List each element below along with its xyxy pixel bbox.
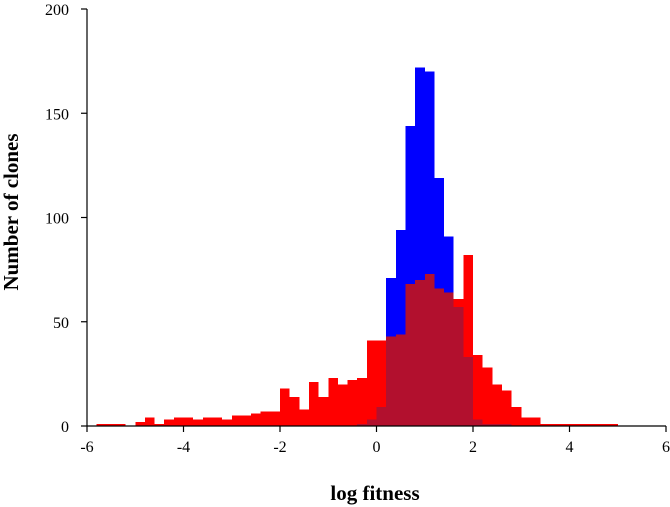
bar-red — [598, 423, 609, 426]
bar-overlap — [366, 419, 377, 426]
bar-red — [521, 417, 531, 426]
x-tick-label: 2 — [469, 439, 477, 456]
x-axis-title: log fitness — [330, 481, 419, 505]
bar-red — [579, 423, 589, 426]
x-tick-label: -4 — [177, 439, 190, 456]
bar-red — [96, 423, 107, 426]
y-tick-label: 200 — [45, 2, 69, 19]
bar-overlap — [424, 273, 435, 426]
plot-bars — [96, 67, 618, 427]
bar-red — [260, 411, 271, 426]
bar-red — [540, 423, 551, 426]
bar-red — [299, 409, 309, 426]
bar-red — [376, 340, 387, 426]
x-tick-label: -2 — [273, 439, 286, 456]
bar-red — [135, 421, 145, 426]
bar-red — [492, 384, 502, 426]
bar-red — [530, 417, 541, 426]
bar-overlap — [453, 307, 464, 426]
bar-red — [144, 417, 155, 426]
bar-red — [193, 419, 203, 426]
bar-overlap — [473, 419, 483, 426]
x-tick-label: 0 — [373, 439, 381, 456]
bar-red — [318, 396, 329, 426]
bar-blue — [415, 67, 425, 426]
bar-red — [154, 423, 165, 426]
bar-red — [501, 390, 512, 426]
bar-red — [241, 415, 252, 426]
bar-red — [569, 423, 580, 426]
bar-red — [183, 417, 194, 426]
bar-red — [289, 396, 300, 426]
bar-red — [511, 407, 522, 426]
bar-red — [366, 340, 377, 426]
plot-axes — [81, 8, 667, 432]
bar-red — [231, 415, 242, 426]
bar-red — [337, 384, 348, 426]
bar-red — [115, 423, 126, 426]
bar-red — [347, 380, 358, 426]
bar-blue — [395, 230, 406, 426]
bar-red — [608, 423, 618, 426]
bar-red — [222, 419, 232, 426]
bar-red — [482, 367, 493, 426]
y-tick-label: 50 — [53, 315, 69, 332]
bar-overlap — [405, 284, 416, 426]
bar-overlap — [501, 423, 512, 426]
bar-red — [202, 417, 213, 426]
x-tick-label: 6 — [662, 439, 670, 456]
y-tick-label: 100 — [45, 211, 69, 228]
bar-overlap — [434, 288, 445, 426]
y-tick-label: 150 — [45, 106, 69, 123]
bar-overlap — [357, 423, 367, 426]
bar-blue — [424, 71, 435, 427]
bar-overlap — [463, 357, 473, 426]
bar-red — [106, 423, 116, 426]
bar-overlap — [482, 423, 493, 426]
bar-red — [212, 417, 223, 426]
bar-blue — [405, 125, 416, 426]
bar-overlap — [395, 334, 406, 426]
bar-red — [280, 388, 290, 426]
bar-red — [173, 417, 184, 426]
bar-red — [328, 378, 338, 426]
tick-labels: -6 -4 -2 0 2 4 6 0 50 100 150 200 — [45, 2, 670, 456]
bar-red — [357, 378, 367, 426]
bar-red — [463, 255, 473, 426]
bar-overlap — [492, 423, 502, 426]
y-axis-title: Number of clones — [0, 133, 23, 290]
bar-overlap — [415, 280, 425, 426]
bar-overlap — [444, 292, 454, 426]
bar-overlap — [376, 407, 387, 426]
bar-red — [559, 423, 570, 426]
bar-red — [308, 382, 319, 426]
bar-red — [588, 423, 599, 426]
bar-red — [270, 411, 280, 426]
x-tick-label: -6 — [80, 439, 93, 456]
bar-overlap — [386, 336, 396, 426]
bar-red — [473, 355, 483, 426]
bar-red — [550, 423, 560, 426]
bar-red — [251, 413, 261, 426]
y-tick-label: 0 — [61, 419, 69, 436]
x-tick-label: 4 — [566, 439, 574, 456]
bar-red — [164, 419, 174, 426]
